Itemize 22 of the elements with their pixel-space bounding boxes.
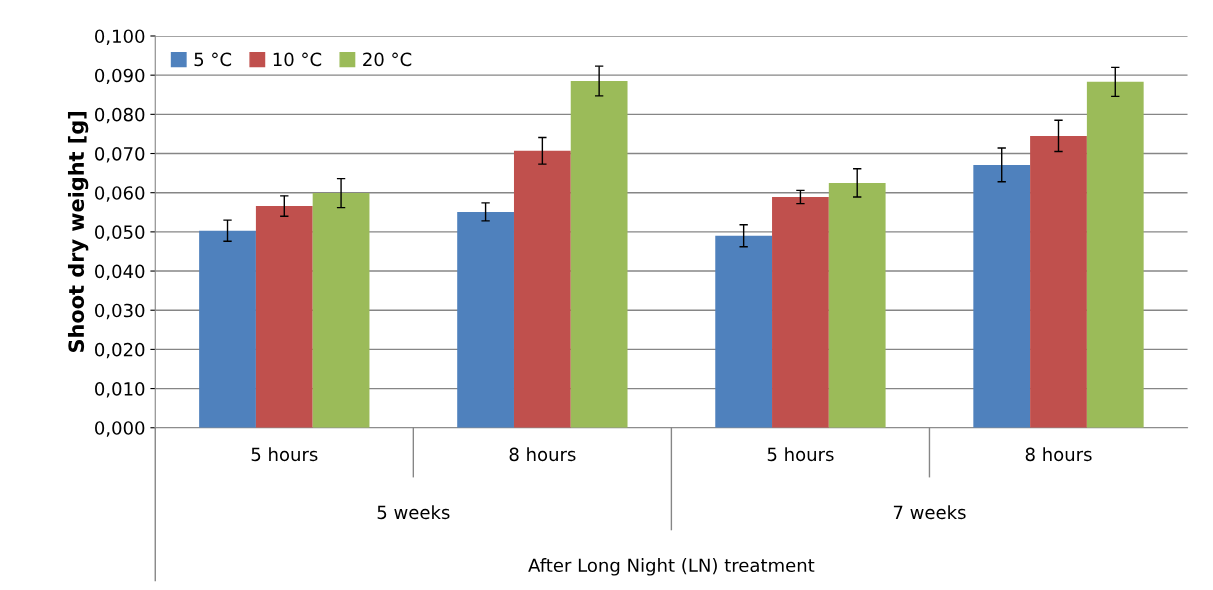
y-tick-label: 0,000 (95, 421, 145, 437)
x-tick-label: 8 hours (509, 447, 576, 462)
y-tick-label: 0,020 (95, 342, 145, 359)
y-tick-label: 0,060 (95, 186, 145, 202)
y-tick-label: 0,080 (95, 107, 145, 124)
legend-label: 20 °C (363, 52, 412, 67)
legend-label: 5 °C (194, 52, 232, 67)
y-tick-label: 0,090 (95, 68, 145, 85)
y-tick-label: 0,040 (95, 264, 145, 280)
x-tick-label: 5 hours (251, 447, 318, 462)
legend-label: 10 °C (273, 52, 322, 67)
y-axis-title: Shoot dry weight [g] (67, 112, 89, 352)
x-tick-label: 5 hours (767, 447, 834, 462)
text: 5 weeks (377, 505, 450, 520)
y-tick-label: 0,030 (95, 303, 145, 320)
y-tick-label: 0,100 (95, 29, 145, 45)
text: After Long Night (LN) treatment (528, 558, 815, 576)
y-tick-label: 0,070 (95, 146, 145, 163)
text: 7 weeks (893, 505, 966, 520)
y-tick-label: 0,050 (95, 225, 145, 241)
x-tick-label: 8 hours (1025, 447, 1092, 462)
y-tick-label: 0,010 (95, 382, 145, 398)
